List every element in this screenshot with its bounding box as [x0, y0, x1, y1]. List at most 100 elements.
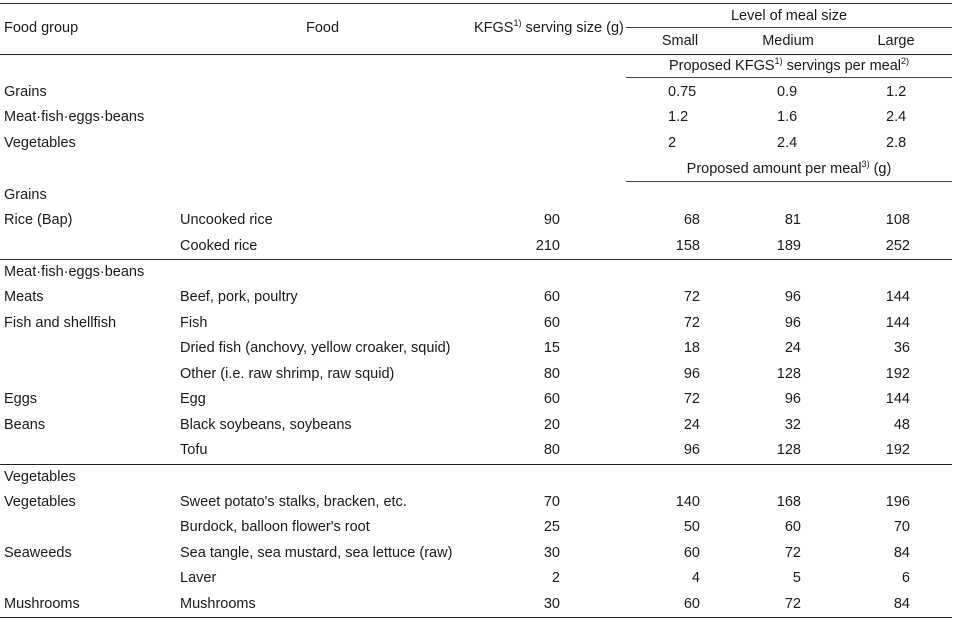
row-large: 192: [885, 366, 910, 382]
servings-header-sup1: 1): [774, 56, 783, 66]
row-large: 252: [885, 238, 910, 254]
section-title-grains: Grains: [4, 187, 47, 203]
servings-small: 2: [668, 135, 677, 151]
servings-group: Vegetables: [4, 135, 76, 151]
amount-header-sup: 3): [861, 159, 870, 169]
row-medium: 128: [776, 442, 801, 458]
row-medium: 128: [776, 366, 801, 382]
amount-header: Proposed amount per meal3) (g): [626, 159, 952, 179]
row-food: Cooked rice: [180, 238, 258, 254]
row-medium: 96: [784, 289, 801, 305]
servings-large: 1.2: [886, 84, 907, 100]
row-small: 72: [683, 391, 700, 407]
row-group: Vegetables: [4, 494, 76, 510]
header-serving-size: KFGS1) serving size (g): [474, 18, 624, 38]
row-medium: 96: [784, 391, 801, 407]
row-medium: 72: [784, 596, 801, 612]
amount-header-suffix: (g): [869, 161, 892, 177]
row-medium: 189: [776, 238, 801, 254]
row-small: 68: [683, 212, 700, 228]
row-medium: 96: [784, 315, 801, 331]
header-rule: [0, 54, 952, 55]
row-size: 30: [543, 545, 560, 561]
row-size: 80: [543, 442, 560, 458]
row-group: Mushrooms: [4, 596, 80, 612]
servings-header-text2: servings per meal: [782, 58, 902, 74]
servings-header-sup2: 2): [901, 56, 910, 66]
row-food: Dried fish (anchovy, yellow croaker, squ…: [180, 340, 451, 356]
servings-large: 2.4: [886, 109, 907, 125]
row-size: 60: [543, 315, 560, 331]
servings-group: Meat·fish·eggs·beans: [4, 109, 145, 125]
header-serving-size-sup: 1): [513, 18, 522, 28]
row-food: Laver: [180, 570, 217, 586]
row-medium: 5: [792, 570, 801, 586]
row-small: 72: [683, 289, 700, 305]
row-size: 60: [543, 391, 560, 407]
row-size: 60: [543, 289, 560, 305]
row-medium: 72: [784, 545, 801, 561]
row-food: Fish: [180, 315, 208, 331]
row-group: Seaweeds: [4, 545, 72, 561]
servings-rule: [626, 77, 952, 78]
row-large: 144: [885, 391, 910, 407]
row-large: 48: [893, 417, 910, 433]
servings-medium: 2.4: [777, 135, 798, 151]
row-group: Meats: [4, 289, 44, 305]
row-small: 60: [683, 545, 700, 561]
servings-medium: 0.9: [777, 84, 798, 100]
row-group: Rice (Bap): [4, 212, 73, 228]
section-title-meat: Meat·fish·eggs·beans: [4, 264, 145, 280]
row-food: Black soybeans, soybeans: [180, 417, 352, 433]
servings-small: 1.2: [668, 109, 689, 125]
servings-large: 2.8: [886, 135, 907, 151]
row-small: 158: [675, 238, 700, 254]
row-size: 30: [543, 596, 560, 612]
row-large: 84: [893, 596, 910, 612]
row-food: Beef, pork, poultry: [180, 289, 298, 305]
section-rule: [0, 259, 952, 260]
section-rule: [0, 464, 952, 465]
header-level-of-meal-size: Level of meal size: [730, 8, 848, 24]
row-large: 144: [885, 289, 910, 305]
section-title-vegetables: Vegetables: [4, 469, 76, 485]
row-food: Other (i.e. raw shrimp, raw squid): [180, 366, 395, 382]
header-small: Small: [661, 33, 699, 49]
row-medium: 81: [784, 212, 801, 228]
row-food: Burdock, balloon flower's root: [180, 519, 370, 535]
row-small: 50: [683, 519, 700, 535]
level-rule: [626, 27, 952, 28]
row-food: Tofu: [180, 442, 208, 458]
row-food: Mushrooms: [180, 596, 256, 612]
row-small: 4: [691, 570, 700, 586]
row-small: 96: [683, 442, 700, 458]
header-food-group: Food group: [4, 20, 79, 36]
header-serving-size-text: KFGS: [474, 20, 514, 36]
row-small: 18: [683, 340, 700, 356]
row-food: Egg: [180, 391, 206, 407]
row-group: Beans: [4, 417, 46, 433]
row-large: 196: [885, 494, 910, 510]
row-group: Eggs: [4, 391, 38, 407]
row-large: 108: [885, 212, 910, 228]
row-large: 192: [885, 442, 910, 458]
servings-medium: 1.6: [777, 109, 798, 125]
amount-header-text: Proposed amount per meal: [686, 161, 862, 177]
row-size: 20: [543, 417, 560, 433]
row-medium: 60: [784, 519, 801, 535]
row-food: Sweet potato's stalks, bracken, etc.: [180, 494, 407, 510]
row-medium: 168: [776, 494, 801, 510]
header-food: Food: [306, 20, 340, 36]
row-large: 6: [901, 570, 910, 586]
top-rule: [0, 3, 952, 4]
row-large: 70: [893, 519, 910, 535]
servings-header: Proposed KFGS1) servings per meal2): [626, 56, 952, 76]
row-size: 90: [543, 212, 560, 228]
servings-header-text: Proposed KFGS: [668, 58, 775, 74]
bottom-rule: [0, 617, 952, 618]
row-food: Uncooked rice: [180, 212, 273, 228]
header-medium: Medium: [762, 33, 814, 49]
servings-small: 0.75: [668, 84, 697, 100]
row-size: 80: [543, 366, 560, 382]
row-medium: 32: [784, 417, 801, 433]
